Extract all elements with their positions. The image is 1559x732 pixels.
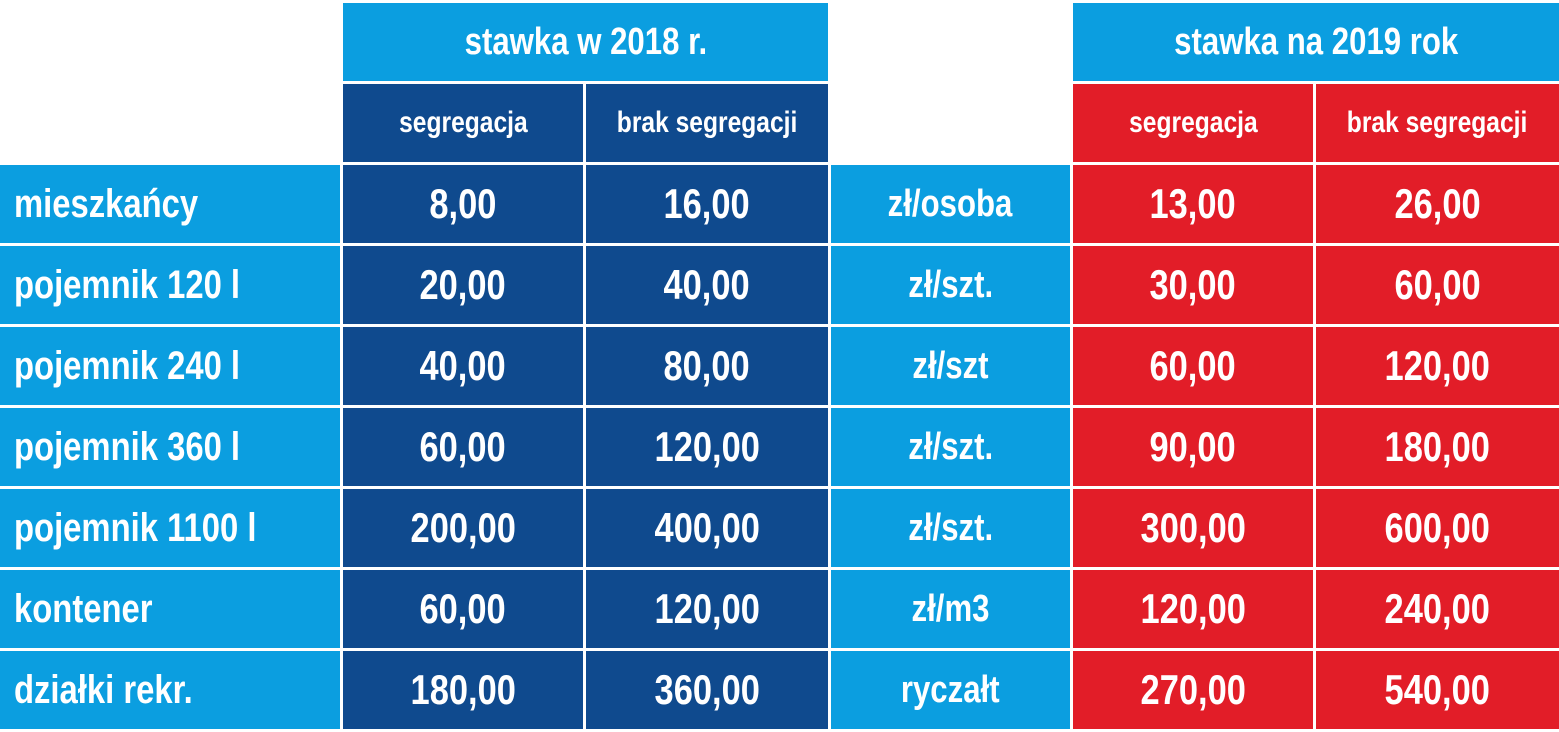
cell-2019-seg-text: 13,00: [1149, 180, 1237, 227]
row-label: kontener: [0, 570, 340, 648]
cell-2018-noseg: 16,00: [586, 165, 828, 243]
cell-2019-seg: 270,00: [1073, 651, 1313, 729]
row-label-text: działki rekr.: [14, 667, 193, 712]
cell-unit-text: zł/m3: [911, 587, 990, 630]
cell-2019-noseg-text: 240,00: [1384, 585, 1491, 632]
cell-unit-text: ryczałt: [901, 668, 1000, 711]
cell-2018-seg-text: 180,00: [410, 666, 516, 713]
subheader-2019-seg: segregacja: [1073, 84, 1313, 162]
cell-2019-noseg: 540,00: [1316, 651, 1559, 729]
cell-2018-seg-text: 40,00: [419, 342, 507, 389]
subheader-2018-noseg-text: brak segregacji: [616, 106, 798, 139]
row-label: pojemnik 240 l: [0, 327, 340, 405]
cell-2019-noseg: 240,00: [1316, 570, 1559, 648]
row-label-text: kontener: [14, 586, 153, 631]
cell-2019-noseg: 60,00: [1316, 246, 1559, 324]
cell-2018-seg: 8,00: [343, 165, 583, 243]
cell-unit: zł/m3: [831, 570, 1070, 648]
cell-unit: zł/szt.: [831, 408, 1070, 486]
cell-2019-noseg-text: 180,00: [1384, 423, 1491, 470]
cell-unit: ryczałt: [831, 651, 1070, 729]
cell-2018-seg: 40,00: [343, 327, 583, 405]
cell-2018-noseg: 360,00: [586, 651, 828, 729]
row-label: pojemnik 1100 l: [0, 489, 340, 567]
cell-2018-noseg: 400,00: [586, 489, 828, 567]
cell-2019-noseg-text: 600,00: [1384, 504, 1491, 551]
cell-2018-seg: 200,00: [343, 489, 583, 567]
cell-unit-text: zł/szt.: [908, 506, 993, 549]
row-label-text: pojemnik 120 l: [14, 262, 241, 307]
cell-2019-noseg: 600,00: [1316, 489, 1559, 567]
cell-unit: zł/szt.: [831, 489, 1070, 567]
header-2018-text: stawka w 2018 r.: [464, 20, 707, 63]
cell-2018-seg: 180,00: [343, 651, 583, 729]
cell-2019-seg: 13,00: [1073, 165, 1313, 243]
cell-2019-seg-text: 120,00: [1140, 585, 1246, 632]
cell-2018-noseg-text: 120,00: [654, 585, 760, 632]
cell-2018-noseg: 80,00: [586, 327, 828, 405]
cell-2019-seg: 120,00: [1073, 570, 1313, 648]
cell-2019-noseg-text: 60,00: [1394, 261, 1481, 308]
cell-2018-noseg-text: 400,00: [654, 504, 760, 551]
cell-2018-seg-text: 20,00: [419, 261, 507, 308]
cell-2018-seg: 60,00: [343, 408, 583, 486]
cell-2018-noseg-text: 80,00: [663, 342, 751, 389]
cell-2018-noseg-text: 40,00: [663, 261, 751, 308]
cell-unit-text: zł/szt.: [908, 263, 993, 306]
cell-2018-noseg-text: 120,00: [654, 423, 760, 470]
cell-2019-seg: 90,00: [1073, 408, 1313, 486]
subheader-2018-seg: segregacja: [343, 84, 583, 162]
subheader-2019-noseg: brak segregacji: [1316, 84, 1559, 162]
cell-unit-text: zł/szt: [912, 344, 989, 387]
cell-2019-noseg: 120,00: [1316, 327, 1559, 405]
cell-2018-seg: 20,00: [343, 246, 583, 324]
cell-unit: zł/osoba: [831, 165, 1070, 243]
row-label: pojemnik 120 l: [0, 246, 340, 324]
cell-2019-seg-text: 90,00: [1149, 423, 1237, 470]
cell-2019-seg-text: 60,00: [1149, 342, 1237, 389]
row-label: pojemnik 360 l: [0, 408, 340, 486]
cell-2018-seg-text: 200,00: [410, 504, 516, 551]
cell-2019-seg: 30,00: [1073, 246, 1313, 324]
row-label: działki rekr.: [0, 651, 340, 729]
cell-2019-seg: 60,00: [1073, 327, 1313, 405]
subheader-2018-seg-text: segregacja: [398, 106, 528, 139]
cell-unit-text: zł/szt.: [908, 425, 993, 468]
cell-2018-seg: 60,00: [343, 570, 583, 648]
cell-2018-seg-text: 8,00: [429, 180, 497, 227]
cell-2018-noseg-text: 16,00: [663, 180, 751, 227]
cell-2018-noseg: 120,00: [586, 408, 828, 486]
cell-2019-noseg: 26,00: [1316, 165, 1559, 243]
cell-unit-text: zł/osoba: [888, 182, 1013, 225]
header-2019-text: stawka na 2019 rok: [1173, 20, 1459, 63]
cell-2018-noseg-text: 360,00: [654, 666, 760, 713]
cell-2018-seg-text: 60,00: [419, 585, 507, 632]
cell-2018-noseg: 120,00: [586, 570, 828, 648]
row-label-text: pojemnik 240 l: [14, 343, 241, 388]
row-label-text: pojemnik 1100 l: [14, 505, 257, 550]
cell-2018-seg-text: 60,00: [419, 423, 507, 470]
subheader-2019-noseg-text: brak segregacji: [1347, 106, 1528, 139]
cell-2019-noseg-text: 540,00: [1384, 666, 1491, 713]
cell-unit: zł/szt.: [831, 246, 1070, 324]
row-label-text: mieszkańcy: [14, 181, 199, 226]
subheader-2019-seg-text: segregacja: [1128, 106, 1258, 139]
cell-2019-seg-text: 30,00: [1149, 261, 1237, 308]
subheader-2018-noseg: brak segregacji: [586, 84, 828, 162]
row-label: mieszkańcy: [0, 165, 340, 243]
cell-2018-noseg: 40,00: [586, 246, 828, 324]
row-label-text: pojemnik 360 l: [14, 424, 241, 469]
cell-2019-seg-text: 300,00: [1140, 504, 1246, 551]
cell-unit: zł/szt: [831, 327, 1070, 405]
header-2018: stawka w 2018 r.: [343, 3, 828, 81]
cell-2019-seg: 300,00: [1073, 489, 1313, 567]
cell-2019-noseg-text: 26,00: [1394, 180, 1481, 227]
cell-2019-noseg-text: 120,00: [1384, 342, 1491, 389]
cell-2019-noseg: 180,00: [1316, 408, 1559, 486]
cell-2019-seg-text: 270,00: [1140, 666, 1246, 713]
header-2019: stawka na 2019 rok: [1073, 3, 1559, 81]
